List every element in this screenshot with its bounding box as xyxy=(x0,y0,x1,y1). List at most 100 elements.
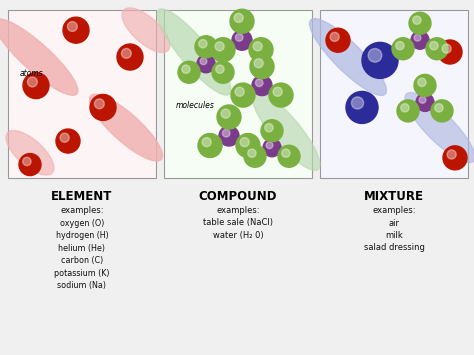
Circle shape xyxy=(94,99,104,109)
Circle shape xyxy=(121,49,131,58)
Ellipse shape xyxy=(157,9,231,95)
Circle shape xyxy=(396,42,404,50)
Circle shape xyxy=(60,133,69,142)
Circle shape xyxy=(235,87,244,96)
Circle shape xyxy=(414,75,436,97)
Circle shape xyxy=(19,154,41,176)
Circle shape xyxy=(351,97,364,109)
Text: carbon (C): carbon (C) xyxy=(61,256,103,265)
Ellipse shape xyxy=(122,8,170,53)
Circle shape xyxy=(222,130,230,137)
Text: examples:: examples: xyxy=(60,206,104,215)
Circle shape xyxy=(244,145,266,167)
Text: water (H₂ 0): water (H₂ 0) xyxy=(213,231,264,240)
Circle shape xyxy=(249,38,273,62)
Circle shape xyxy=(253,42,262,51)
Circle shape xyxy=(265,124,273,132)
Text: oxygen (O): oxygen (O) xyxy=(60,218,104,228)
Circle shape xyxy=(443,146,467,170)
Text: ELEMENT: ELEMENT xyxy=(51,190,113,203)
Circle shape xyxy=(419,97,426,103)
Circle shape xyxy=(431,100,453,122)
Text: potassium (K): potassium (K) xyxy=(54,268,110,278)
Circle shape xyxy=(266,142,273,149)
Ellipse shape xyxy=(252,92,320,170)
Circle shape xyxy=(282,149,290,157)
Circle shape xyxy=(346,92,378,124)
Text: salad dressing: salad dressing xyxy=(364,244,424,252)
Circle shape xyxy=(409,12,431,34)
Circle shape xyxy=(248,149,256,157)
Text: examples:: examples: xyxy=(216,206,260,215)
Bar xyxy=(164,10,312,178)
Circle shape xyxy=(254,59,263,68)
Circle shape xyxy=(198,133,222,158)
Text: MIXTURE: MIXTURE xyxy=(364,190,424,203)
Circle shape xyxy=(414,34,421,41)
Circle shape xyxy=(221,109,230,118)
Circle shape xyxy=(219,126,239,146)
Circle shape xyxy=(435,104,443,112)
Circle shape xyxy=(411,31,429,49)
Circle shape xyxy=(416,93,434,111)
Circle shape xyxy=(368,49,382,62)
Text: molecules: molecules xyxy=(176,101,215,110)
Circle shape xyxy=(23,73,49,99)
Circle shape xyxy=(278,145,300,167)
Text: sodium (Na): sodium (Na) xyxy=(57,281,107,290)
Circle shape xyxy=(397,100,419,122)
Circle shape xyxy=(401,104,409,112)
Circle shape xyxy=(202,138,211,147)
Circle shape xyxy=(23,157,31,166)
Circle shape xyxy=(240,138,249,147)
Circle shape xyxy=(197,55,215,73)
Circle shape xyxy=(182,65,190,73)
Circle shape xyxy=(234,13,243,22)
Circle shape xyxy=(273,87,282,96)
Ellipse shape xyxy=(0,19,78,95)
Circle shape xyxy=(215,42,224,51)
Circle shape xyxy=(232,30,252,50)
Circle shape xyxy=(438,40,462,64)
Circle shape xyxy=(231,83,255,107)
Text: air: air xyxy=(389,218,400,228)
Circle shape xyxy=(236,34,243,41)
Circle shape xyxy=(362,42,398,78)
Circle shape xyxy=(430,42,438,50)
Circle shape xyxy=(326,28,350,52)
Circle shape xyxy=(211,38,235,62)
Circle shape xyxy=(426,38,448,60)
Circle shape xyxy=(178,61,200,83)
Circle shape xyxy=(200,58,207,65)
Circle shape xyxy=(67,22,77,32)
Circle shape xyxy=(195,36,217,58)
Circle shape xyxy=(217,105,241,129)
Circle shape xyxy=(56,129,80,153)
Ellipse shape xyxy=(310,18,386,95)
Circle shape xyxy=(392,38,414,60)
Ellipse shape xyxy=(90,94,163,161)
Text: COMPOUND: COMPOUND xyxy=(199,190,277,203)
Circle shape xyxy=(199,39,207,48)
Circle shape xyxy=(216,65,224,73)
Text: milk: milk xyxy=(385,231,403,240)
Circle shape xyxy=(230,9,254,33)
Bar xyxy=(8,10,156,178)
Ellipse shape xyxy=(6,131,54,175)
Circle shape xyxy=(212,61,234,83)
Text: hydrogen (H): hydrogen (H) xyxy=(55,231,109,240)
Circle shape xyxy=(252,76,272,95)
Circle shape xyxy=(418,78,426,87)
Circle shape xyxy=(63,17,89,43)
Circle shape xyxy=(447,150,456,159)
Bar xyxy=(320,10,468,178)
Circle shape xyxy=(261,120,283,142)
Circle shape xyxy=(263,139,281,157)
Text: atoms: atoms xyxy=(20,69,44,78)
Circle shape xyxy=(413,16,421,24)
Text: helium (He): helium (He) xyxy=(58,244,106,252)
Circle shape xyxy=(27,77,37,87)
Circle shape xyxy=(90,94,116,120)
Circle shape xyxy=(269,83,293,107)
Circle shape xyxy=(442,44,451,53)
